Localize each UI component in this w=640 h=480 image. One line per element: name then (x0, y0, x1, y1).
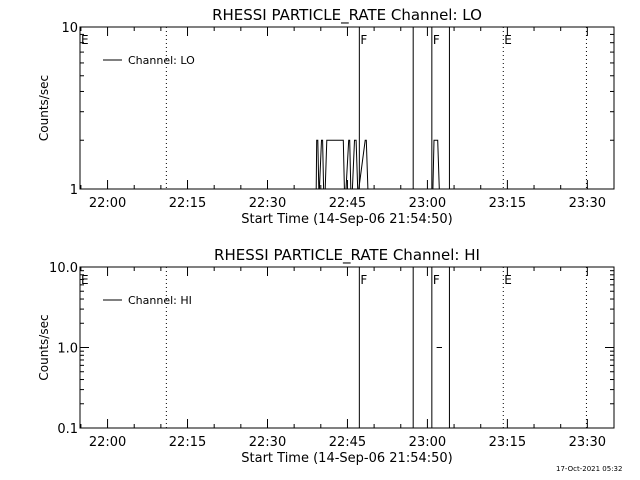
event-marker-label: E (81, 273, 89, 287)
x-tick-label: 23:00 (409, 196, 446, 211)
x-tick-label: 22:00 (89, 435, 126, 450)
chart-title: RHESSI PARTICLE_RATE Channel: LO (212, 6, 482, 25)
series-line (80, 139, 614, 190)
x-tick-label: 22:45 (329, 196, 366, 211)
x-tick-label: 23:30 (569, 196, 606, 211)
x-axis-label: Start Time (14-Sep-06 21:54:50) (241, 451, 452, 466)
x-tick-label: 22:30 (249, 435, 286, 450)
footer-timestamp: 17-Oct-2021 05:32 (556, 465, 623, 473)
x-tick-label: 22:15 (169, 435, 206, 450)
event-marker-label: F (360, 33, 367, 47)
event-marker-label: E (504, 273, 512, 287)
x-tick-label: 23:30 (569, 435, 606, 450)
y-tick-label: 10.0 (49, 261, 78, 276)
event-marker-label: E (81, 33, 89, 47)
x-axis-label: Start Time (14-Sep-06 21:54:50) (241, 212, 452, 227)
y-axis-label: Counts/sec (37, 75, 51, 141)
x-tick-label: 22:00 (89, 196, 126, 211)
x-tick-label: 23:15 (489, 196, 526, 211)
legend-label: Channel: HI (128, 294, 192, 307)
event-marker-label: F (360, 273, 367, 287)
event-marker-label: F (433, 33, 440, 47)
event-marker-label: E (504, 33, 512, 47)
chart-title: RHESSI PARTICLE_RATE Channel: HI (214, 246, 480, 265)
x-tick-label: 22:15 (169, 196, 206, 211)
event-marker-label: F (433, 273, 440, 287)
x-tick-label: 22:45 (329, 435, 366, 450)
y-tick-label: 10 (61, 21, 78, 36)
y-tick-label: 1 (70, 183, 78, 198)
y-tick-label: 0.1 (57, 422, 78, 437)
legend-label: Channel: LO (128, 54, 195, 67)
x-tick-label: 23:00 (409, 435, 446, 450)
x-tick-label: 23:15 (489, 435, 526, 450)
y-axis-label: Counts/sec (37, 314, 51, 380)
x-tick-label: 22:30 (249, 196, 286, 211)
plot-frame (79, 266, 615, 429)
y-tick-label: 1.0 (57, 342, 78, 357)
